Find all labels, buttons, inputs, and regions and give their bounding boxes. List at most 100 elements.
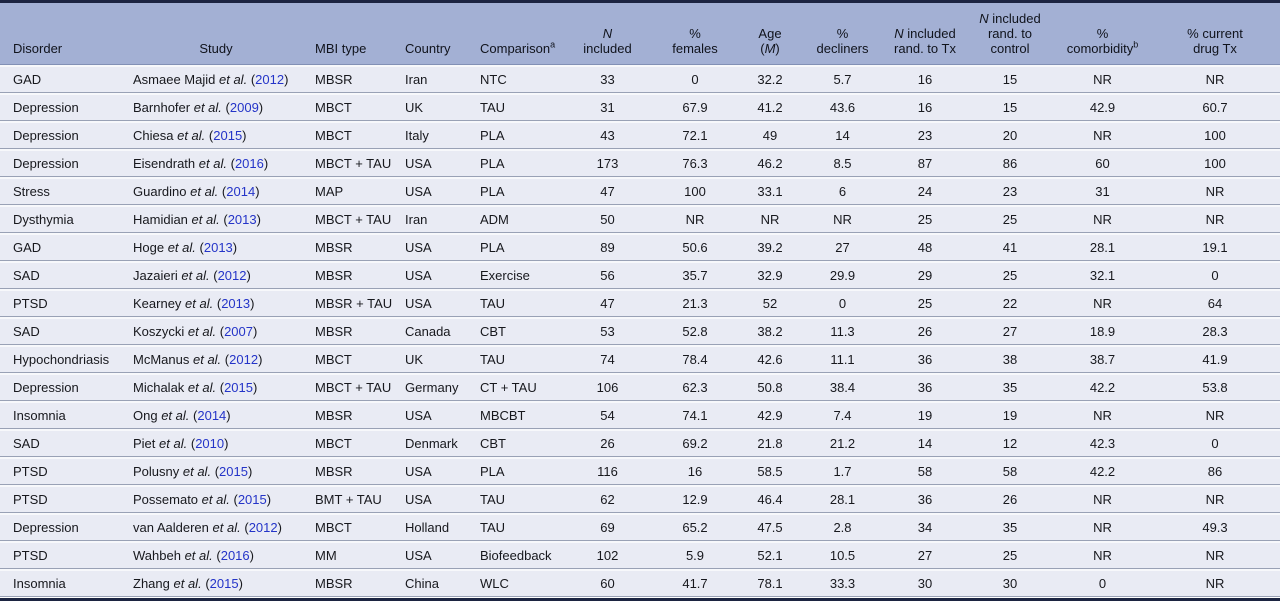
- cell-comparison: CBT: [472, 317, 565, 345]
- study-etal: et al.: [212, 520, 241, 535]
- paren-close: ): [232, 240, 238, 255]
- cell-comparison: TAU: [472, 345, 565, 373]
- study-year-link[interactable]: 2013: [203, 240, 233, 255]
- cell-pct_females: 35.7: [650, 261, 740, 289]
- cell-country: USA: [397, 289, 472, 317]
- study-year-link[interactable]: 2012: [217, 268, 247, 283]
- cell-age_m: 42.6: [740, 345, 800, 373]
- study-author: Eisendrath: [133, 156, 196, 171]
- study-year-link[interactable]: 2010: [195, 436, 225, 451]
- cell-study: Michalak et al. (2015): [125, 373, 307, 401]
- study-author: Possemato: [133, 492, 199, 507]
- cell-comparison: TAU: [472, 289, 565, 317]
- cell-n_included: 62: [565, 485, 650, 513]
- cell-n_rand_tx: 26: [885, 317, 965, 345]
- study-year-link[interactable]: 2015: [237, 492, 267, 507]
- study-author: Asmaee Majid: [133, 72, 216, 87]
- study-year-link[interactable]: 2015: [209, 576, 239, 591]
- paren-close: ): [253, 380, 258, 395]
- cell-country: Denmark: [397, 429, 472, 457]
- cell-n_rand_control: 15: [965, 93, 1055, 121]
- cell-pct_decliners: 6: [800, 177, 885, 205]
- cell-country: Germany: [397, 373, 472, 401]
- cell-n_included: 74: [565, 345, 650, 373]
- cell-pct_decliners: 1.7: [800, 457, 885, 485]
- cell-mbi: MBCT: [307, 93, 397, 121]
- study-year-link[interactable]: 2012: [229, 352, 259, 367]
- cell-disorder: PTSD: [0, 541, 125, 569]
- study-year-link[interactable]: 2009: [229, 100, 259, 115]
- header-text: rand. to: [987, 26, 1033, 41]
- cell-pct_decliners: 21.2: [800, 429, 885, 457]
- study-year-link[interactable]: 2012: [248, 520, 278, 535]
- study-etal: et al.: [185, 296, 214, 311]
- cell-n_rand_tx: 30: [885, 569, 965, 597]
- cell-pct_decliners: 14: [800, 121, 885, 149]
- study-author: Koszycki: [133, 324, 185, 339]
- study-year-link[interactable]: 2013: [227, 212, 257, 227]
- cell-pct_decliners: NR: [800, 205, 885, 233]
- cell-age_m: 47.5: [740, 513, 800, 541]
- cell-comparison: PLA: [472, 233, 565, 261]
- cell-mbi: MBSR: [307, 569, 397, 597]
- cell-n_included: 50: [565, 205, 650, 233]
- table-row: Hypochondriasis McManus et al. (2012) MBCT…: [0, 345, 1280, 373]
- cell-pct_comorbidity: 18.9: [1055, 317, 1150, 345]
- cell-mbi: MBSR: [307, 317, 397, 345]
- cell-n_rand_tx: 16: [885, 93, 965, 121]
- cell-pct_females: 52.8: [650, 317, 740, 345]
- studies-table: Disorder Study MBI type Country Comparisona N…: [0, 3, 1280, 597]
- cell-pct_drug_tx: NR: [1150, 485, 1280, 513]
- cell-study: Zhang et al. (2015): [125, 569, 307, 597]
- paren-open: (: [225, 100, 230, 115]
- cell-study: Asmaee Majid et al. (2012): [125, 65, 307, 93]
- study-year-link[interactable]: 2016: [234, 156, 264, 171]
- table-row: Depression Eisendrath et al. (2016) MBCT +…: [0, 149, 1280, 177]
- paren-close: ): [256, 212, 261, 227]
- study-year-link[interactable]: 2015: [224, 380, 253, 395]
- cell-pct_decliners: 0: [800, 289, 885, 317]
- cell-mbi: MBSR: [307, 457, 397, 485]
- cell-pct_comorbidity: 31: [1055, 177, 1150, 205]
- study-year-link[interactable]: 2013: [221, 296, 251, 311]
- study-year-link[interactable]: 2016: [220, 548, 250, 563]
- cell-n_rand_tx: 34: [885, 513, 965, 541]
- header-text: included: [988, 11, 1041, 26]
- table-row: Stress Guardino et al. (2014) MAP USA PLA 47 1…: [0, 177, 1280, 205]
- cell-pct_drug_tx: 0: [1150, 429, 1280, 457]
- cell-disorder: SAD: [0, 317, 125, 345]
- cell-pct_females: 69.2: [650, 429, 740, 457]
- study-etal: et al.: [167, 240, 196, 255]
- header-text: % current: [1187, 26, 1243, 41]
- cell-study: Ong et al. (2014): [125, 401, 307, 429]
- cell-country: USA: [397, 485, 472, 513]
- footnote-marker-a: a: [550, 39, 556, 50]
- cell-mbi: MBCT: [307, 429, 397, 457]
- study-author: Ong: [133, 408, 158, 423]
- table-row: Depression Michalak et al. (2015) MBCT + T…: [0, 373, 1280, 401]
- cell-disorder: GAD: [0, 65, 125, 93]
- cell-n_rand_control: 38: [965, 345, 1055, 373]
- study-year-link[interactable]: 2015: [213, 128, 243, 143]
- study-year-link[interactable]: 2015: [219, 464, 248, 479]
- study-year-link[interactable]: 2014: [197, 408, 227, 423]
- cell-n_included: 60: [565, 569, 650, 597]
- cell-comparison: PLA: [472, 177, 565, 205]
- header-text: Study: [199, 41, 233, 56]
- study-etal: et al.: [187, 380, 217, 395]
- study-year-link[interactable]: 2012: [255, 72, 285, 87]
- header-text: rand. to Tx: [894, 41, 956, 56]
- header-text: %: [689, 26, 701, 41]
- cell-pct_females: 67.9: [650, 93, 740, 121]
- cell-n_rand_tx: 25: [885, 205, 965, 233]
- study-year-link[interactable]: 2007: [224, 324, 253, 339]
- table-header: Disorder Study MBI type Country Comparisona N…: [0, 3, 1280, 65]
- paren-close: ): [226, 408, 231, 423]
- cell-comparison: PLA: [472, 457, 565, 485]
- cell-mbi: BMT + TAU: [307, 485, 397, 513]
- study-year-link[interactable]: 2014: [226, 184, 256, 199]
- cell-mbi: MBCT: [307, 121, 397, 149]
- cell-study: Wahbeh et al. (2016): [125, 541, 307, 569]
- cell-country: Iran: [397, 205, 472, 233]
- paren-close: ): [246, 268, 251, 283]
